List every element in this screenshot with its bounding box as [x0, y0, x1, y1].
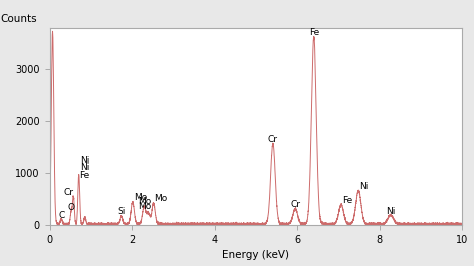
Text: Mo: Mo	[138, 202, 152, 211]
Text: Fe: Fe	[309, 28, 319, 37]
Text: Counts: Counts	[0, 14, 37, 24]
Text: C: C	[58, 211, 64, 220]
Text: Mo: Mo	[155, 194, 168, 203]
Text: Mo: Mo	[134, 193, 147, 202]
Text: Cr: Cr	[268, 135, 278, 144]
Text: Fe: Fe	[342, 196, 352, 205]
Text: O: O	[68, 203, 74, 213]
Text: Cr: Cr	[290, 200, 300, 209]
Text: Si: Si	[117, 207, 126, 216]
X-axis label: Energy (keV): Energy (keV)	[222, 251, 290, 260]
Text: Ni: Ni	[80, 163, 90, 172]
Text: Ni: Ni	[80, 156, 90, 165]
Text: Ni: Ni	[386, 207, 396, 215]
Text: Cr: Cr	[64, 188, 73, 197]
Text: Mo: Mo	[138, 197, 152, 206]
Text: Ni: Ni	[359, 182, 368, 191]
Text: Fe: Fe	[79, 171, 90, 180]
